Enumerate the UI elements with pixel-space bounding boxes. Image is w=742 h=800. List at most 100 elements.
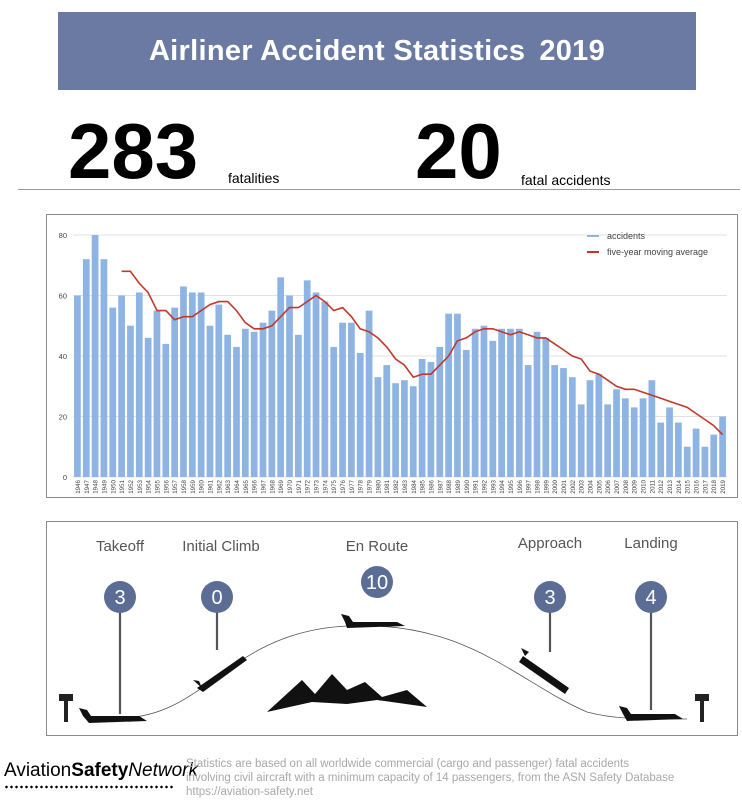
bar-1968 xyxy=(268,310,276,477)
x-tick-label: 1981 xyxy=(384,479,391,493)
x-tick-label: 1958 xyxy=(181,479,188,493)
x-tick-label: 2008 xyxy=(623,479,630,493)
bar-2005 xyxy=(595,374,603,477)
bar-1998 xyxy=(533,331,541,477)
bar-2000 xyxy=(551,365,559,477)
y-tick-label: 20 xyxy=(59,413,67,422)
moving-average-line xyxy=(121,270,724,436)
bar-1981 xyxy=(383,365,391,477)
x-tick-label: 1982 xyxy=(393,479,400,493)
x-tick-label: 1993 xyxy=(490,479,497,493)
bar-1977 xyxy=(348,322,355,477)
x-tick-label: 1970 xyxy=(287,479,294,493)
x-tick-label: 1979 xyxy=(367,479,374,493)
bar-1979 xyxy=(365,310,373,477)
x-tick-label: 1961 xyxy=(207,479,214,493)
x-tick-label: 1963 xyxy=(225,479,232,493)
x-tick-label: 1994 xyxy=(499,479,506,493)
x-tick-label: 1947 xyxy=(84,479,91,493)
bar-2007 xyxy=(613,389,620,477)
bar-1972 xyxy=(303,280,311,477)
phase-count-approach: 3 xyxy=(544,587,555,609)
bar-1950 xyxy=(109,307,117,477)
bar-1961 xyxy=(206,325,214,477)
bar-2017 xyxy=(701,446,709,477)
fatalities-value: 283 xyxy=(68,107,199,195)
x-tick-label: 2017 xyxy=(702,479,709,493)
bar-2012 xyxy=(657,422,665,477)
x-tick-label: 1992 xyxy=(481,479,488,493)
bar-2016 xyxy=(692,428,700,477)
bar-1960 xyxy=(197,292,205,477)
footer-line-2: involving civil aircraft with a minimum … xyxy=(186,772,675,784)
x-tick-label: 1984 xyxy=(411,479,418,493)
bar-2019 xyxy=(719,416,726,477)
fatalities-label: fatalities xyxy=(228,170,280,186)
x-tick-label: 1974 xyxy=(322,479,329,493)
bar-1975 xyxy=(330,346,338,477)
x-tick-label: 1959 xyxy=(190,479,197,493)
phase-circle-en-route xyxy=(361,566,393,598)
fatal-accidents-value: 20 xyxy=(415,107,502,195)
x-tick-label: 2006 xyxy=(605,479,612,493)
bar-1987 xyxy=(436,346,444,477)
page-title: Airliner Accident Statistics xyxy=(148,34,526,67)
x-tick-label: 1980 xyxy=(375,479,382,493)
bar-2008 xyxy=(622,398,629,477)
logo-part-network: Network xyxy=(128,760,198,781)
x-tick-label: 1962 xyxy=(216,479,223,493)
bar-1978 xyxy=(356,352,364,477)
x-tick-label: 1966 xyxy=(252,479,259,493)
x-tick-label: 2005 xyxy=(596,479,603,493)
bar-1963 xyxy=(224,334,232,477)
x-tick-label: 1987 xyxy=(437,479,444,493)
x-tick-label: 1955 xyxy=(154,479,161,493)
x-tick-label: 1968 xyxy=(269,479,276,493)
footer-link[interactable]: https://aviation-safety.net xyxy=(186,786,313,798)
y-tick-label: 60 xyxy=(59,292,67,301)
bar-1962 xyxy=(215,304,223,477)
chart-legend: accidents five-year moving average xyxy=(587,231,708,257)
x-tick-label: 1997 xyxy=(526,479,533,493)
bar-1982 xyxy=(392,383,399,477)
x-tick-label: 1989 xyxy=(455,479,462,493)
x-tick-label: 2013 xyxy=(667,479,674,493)
bar-1970 xyxy=(286,295,293,477)
x-tick-label: 1973 xyxy=(314,479,321,493)
x-tick-label: 1986 xyxy=(428,479,435,493)
x-tick-label: 2014 xyxy=(676,479,683,493)
bar-1980 xyxy=(374,377,382,477)
en-route-plane-icon xyxy=(341,614,405,628)
phase-name-takeoff: Takeoff xyxy=(96,538,145,555)
x-tick-label: 1957 xyxy=(172,479,179,493)
phase-circle-landing xyxy=(635,581,667,613)
bar-1996 xyxy=(515,328,523,477)
bar-1985 xyxy=(418,359,426,477)
bar-1969 xyxy=(277,277,285,477)
x-tick-label: 1967 xyxy=(261,479,268,493)
bar-2003 xyxy=(577,404,585,477)
bar-1966 xyxy=(250,331,258,477)
initial-climb-plane-icon xyxy=(193,656,247,692)
x-tick-label: 1991 xyxy=(473,479,480,493)
bar-1976 xyxy=(339,322,346,477)
bar-1959 xyxy=(188,292,196,477)
phase-count-en-route: 10 xyxy=(366,572,388,594)
flight-phases-diagram: 3 Takeoff 0 Initial Climb 10 En Route 3 Approac… xyxy=(59,535,709,723)
bar-1999 xyxy=(542,337,550,477)
bar-1949 xyxy=(100,259,108,477)
x-tick-label: 2018 xyxy=(711,479,718,493)
x-tick-label: 1995 xyxy=(508,479,515,493)
bar-2013 xyxy=(666,407,673,477)
y-tick-label: 0 xyxy=(63,473,67,482)
bar-2015 xyxy=(683,446,691,477)
approach-plane-icon xyxy=(519,648,569,694)
x-tick-label: 1978 xyxy=(358,479,365,493)
x-tick-label: 1951 xyxy=(119,479,126,493)
x-tick-label: 1946 xyxy=(75,479,82,493)
asn-logo: AviationSafetyNetwork xyxy=(4,760,198,782)
x-tick-label: 2009 xyxy=(632,479,639,493)
x-tick-label: 1977 xyxy=(349,479,356,493)
phase-circle-takeoff xyxy=(104,581,136,613)
x-tick-label: 1965 xyxy=(243,479,250,493)
